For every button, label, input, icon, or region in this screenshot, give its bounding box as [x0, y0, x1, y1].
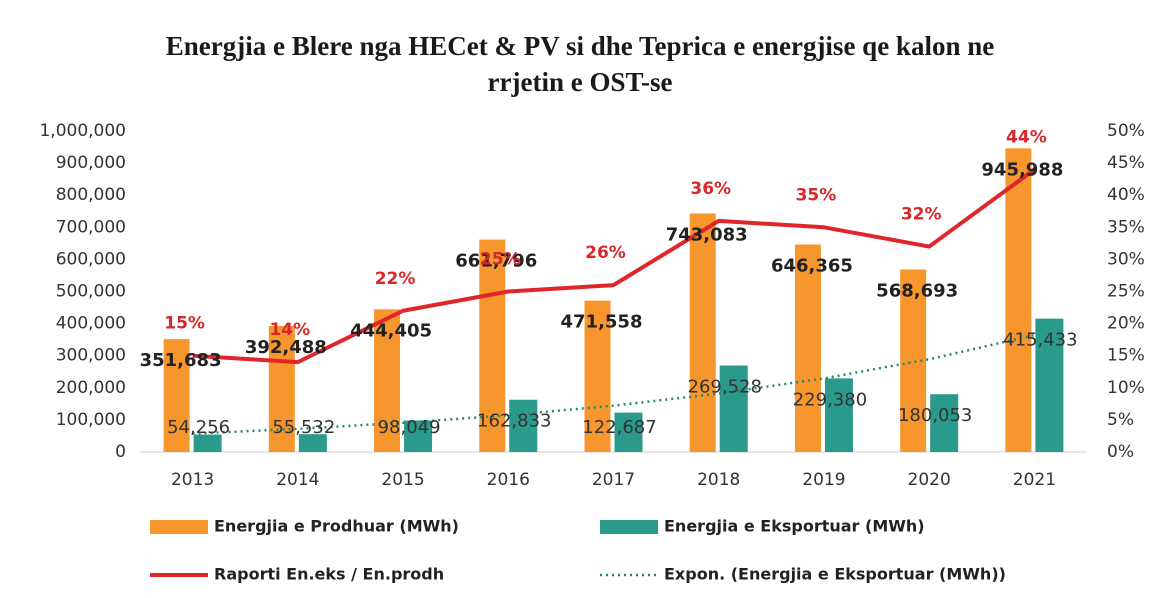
value-label: 646,365	[771, 256, 853, 277]
legend-swatch	[600, 520, 658, 534]
percent-label: 32%	[901, 205, 942, 225]
legend-label: Raporti En.eks / En.prodh	[214, 565, 444, 584]
x-tick-label: 2017	[592, 470, 635, 490]
value-label: 743,083	[666, 224, 748, 245]
x-tick-label: 2020	[908, 470, 951, 490]
value-label: 98,049	[378, 417, 441, 438]
y2-tick-label: 45%	[1107, 153, 1145, 173]
value-label: 568,693	[876, 280, 958, 301]
x-tick-label: 2021	[1013, 470, 1056, 490]
x-tick-label: 2013	[171, 470, 214, 490]
bar	[298, 434, 327, 452]
percent-label: 35%	[796, 185, 837, 205]
bar	[509, 399, 538, 452]
x-tick-label: 2019	[802, 470, 845, 490]
value-label: 471,558	[561, 312, 643, 333]
y-tick-label: 800,000	[56, 185, 126, 205]
percent-label: 14%	[269, 320, 310, 340]
legend-swatch	[150, 520, 208, 534]
y-tick-label: 700,000	[56, 217, 126, 237]
value-label: 444,405	[350, 320, 432, 341]
legend-label: Energjia e Prodhuar (MWh)	[214, 517, 459, 536]
bar	[824, 378, 853, 452]
y2-tick-label: 20%	[1107, 314, 1145, 334]
x-tick-label: 2016	[487, 470, 530, 490]
bar	[374, 309, 401, 452]
y-tick-label: 400,000	[56, 314, 126, 334]
y-tick-label: 100,000	[56, 410, 126, 430]
value-label: 162,833	[477, 411, 551, 432]
x-tick-label: 2014	[276, 470, 319, 490]
bar	[193, 434, 222, 452]
percent-label: 25%	[480, 250, 521, 270]
bar	[584, 300, 611, 452]
bar	[404, 420, 433, 452]
bar	[1035, 318, 1064, 452]
y2-tick-label: 50%	[1107, 121, 1145, 141]
y-tick-label: 0	[115, 442, 126, 462]
bar	[1005, 148, 1032, 453]
value-label: 945,988	[981, 159, 1063, 180]
value-label: 269,528	[688, 376, 762, 397]
bar	[719, 365, 748, 452]
value-label: 661,796	[455, 251, 537, 272]
y2-tick-label: 35%	[1107, 217, 1145, 237]
y-tick-label: 300,000	[56, 346, 126, 366]
value-label: 122,687	[582, 417, 656, 438]
value-label: 54,256	[167, 417, 230, 438]
value-label: 415,433	[1003, 330, 1077, 351]
percent-label: 36%	[690, 179, 731, 199]
y2-tick-label: 40%	[1107, 185, 1145, 205]
y2-tick-label: 0%	[1107, 442, 1134, 462]
value-label: 392,488	[245, 337, 327, 358]
y2-tick-label: 15%	[1107, 346, 1145, 366]
y-tick-label: 900,000	[56, 153, 126, 173]
percent-label: 15%	[164, 314, 205, 334]
value-label: 351,683	[140, 350, 222, 371]
y2-tick-label: 30%	[1107, 249, 1145, 269]
bar	[794, 244, 821, 452]
y2-tick-label: 10%	[1107, 378, 1145, 398]
percent-label: 22%	[375, 269, 416, 289]
bar	[163, 339, 190, 452]
value-label: 229,380	[793, 389, 867, 410]
percent-label: 44%	[1006, 128, 1047, 148]
chart-title: Energjia e Blere nga HECet & PV si dhe T…	[165, 31, 995, 97]
bar	[930, 394, 959, 452]
bar	[689, 213, 716, 452]
value-label: 180,053	[898, 405, 972, 426]
y-tick-label: 200,000	[56, 378, 126, 398]
y-tick-label: 1,000,000	[39, 121, 126, 141]
trendline	[192, 333, 1035, 435]
x-tick-label: 2015	[381, 470, 424, 490]
bar	[614, 412, 643, 452]
y2-tick-label: 25%	[1107, 282, 1145, 302]
legend-label: Energjia e Eksportuar (MWh)	[664, 517, 925, 536]
y2-tick-label: 5%	[1107, 410, 1134, 430]
bar	[268, 326, 295, 452]
percent-label: 26%	[585, 243, 626, 263]
value-label: 55,532	[272, 417, 335, 438]
legend-label: Expon. (Energjia e Eksportuar (MWh))	[664, 565, 1006, 584]
y-tick-label: 500,000	[56, 282, 126, 302]
y-tick-label: 600,000	[56, 249, 126, 269]
line	[192, 167, 1036, 365]
x-tick-label: 2018	[697, 470, 740, 490]
